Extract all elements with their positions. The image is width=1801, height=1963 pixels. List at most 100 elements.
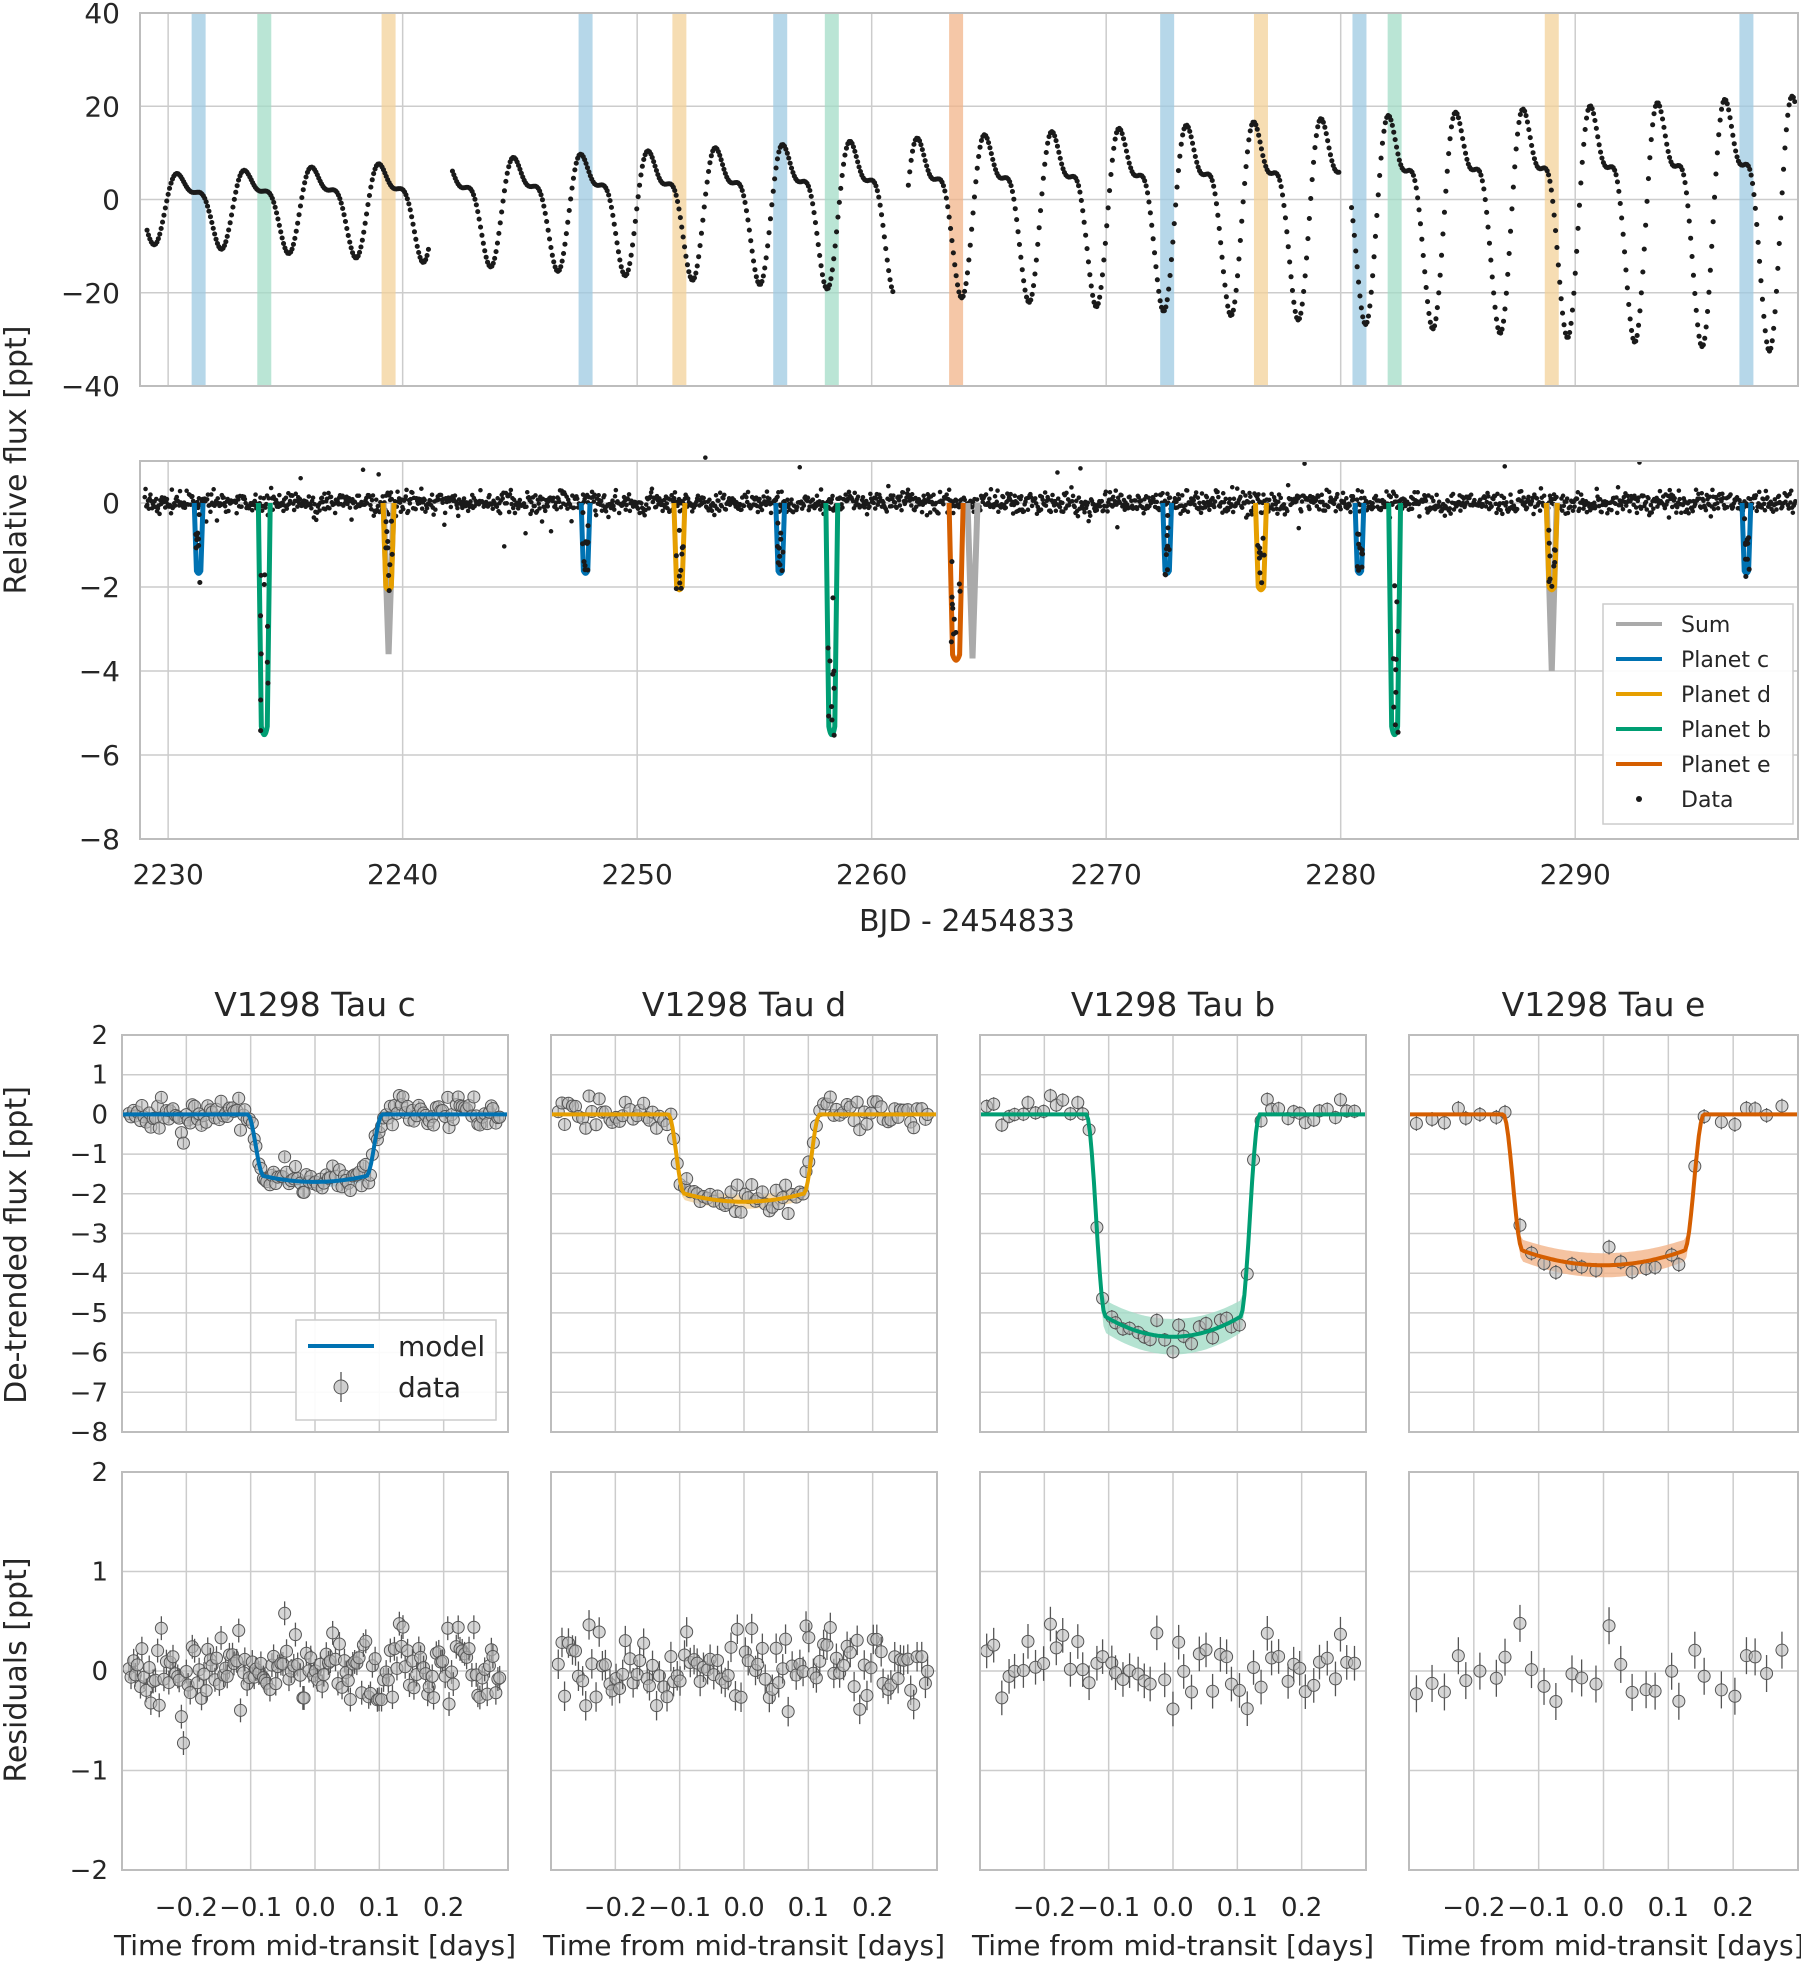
residual-frame	[1408, 1471, 1799, 1871]
residual-point	[341, 1674, 355, 1688]
residual-point	[368, 1652, 382, 1666]
data-point	[779, 1178, 793, 1192]
residual-point	[1575, 1671, 1589, 1685]
in-transit-data	[1390, 583, 1401, 735]
residual-ytick: 2	[91, 1458, 108, 1488]
residual-point	[680, 1625, 694, 1639]
residual-point	[352, 1651, 366, 1665]
residual-point	[802, 1631, 816, 1645]
data-point	[214, 1094, 228, 1108]
transit-model-line	[1409, 1112, 1798, 1268]
transit-band-c	[1160, 13, 1175, 386]
residual-point	[1728, 1689, 1742, 1703]
residual-point	[1220, 1650, 1234, 1664]
residual-point	[1158, 1673, 1172, 1687]
residual-point	[343, 1693, 357, 1707]
folded-panel-d: V1298 Tau d −0.2 −0.1 0.0 0.1 0.2 Time from mi…	[542, 985, 945, 1962]
residual-point	[269, 1677, 283, 1691]
detrended-xtick: 2260	[836, 858, 907, 891]
transit-band-c	[1739, 13, 1754, 386]
residual-point	[551, 1657, 565, 1671]
residual-point	[650, 1699, 664, 1713]
folded-xtick: −0.2	[1442, 1893, 1505, 1923]
residual-point	[734, 1690, 748, 1704]
transit-band-c	[578, 13, 593, 386]
data-point	[1172, 1318, 1186, 1332]
residual-ytick: −1	[70, 1757, 108, 1787]
folded-frame	[550, 1034, 938, 1433]
data-point	[734, 1205, 748, 1219]
residual-point	[486, 1649, 500, 1663]
residual-point	[1056, 1628, 1070, 1642]
folded-xtick: 0.0	[1152, 1893, 1193, 1923]
legend-sum-label: Sum	[1681, 613, 1730, 638]
in-transit-data	[580, 510, 591, 573]
planet-b-model-dip	[255, 502, 273, 738]
planet-e-model-dip	[946, 502, 966, 663]
residual-point	[1143, 1677, 1157, 1691]
residual-point	[1625, 1685, 1639, 1699]
planet-legend: Sum Planet c Planet d Planet b Planet e …	[1602, 603, 1794, 825]
residual-point	[616, 1667, 630, 1681]
folded-panel-title: V1298 Tau d	[642, 985, 846, 1024]
residual-point	[234, 1703, 248, 1717]
residual-point	[1150, 1626, 1164, 1640]
residual-point	[1648, 1684, 1662, 1698]
residual-point	[569, 1644, 583, 1658]
data-point	[1714, 1115, 1728, 1129]
residual-point	[613, 1682, 627, 1696]
residual-point	[724, 1640, 738, 1654]
residual-point	[995, 1691, 1009, 1705]
legend-planet-d-label: Planet d	[1681, 683, 1771, 708]
data-point	[1549, 1265, 1563, 1279]
raw-ytick: 0	[102, 184, 120, 217]
residual-point	[1473, 1664, 1487, 1678]
data-point	[288, 1160, 302, 1174]
data-point	[1775, 1099, 1789, 1113]
folded-frame	[979, 1034, 1367, 1433]
folded-xlabel: Time from mid-transit [days]	[113, 1929, 516, 1962]
legend-data-swatch	[1636, 796, 1642, 802]
folded-xtick: 0.1	[1217, 1893, 1258, 1923]
folded-panel-title: V1298 Tau c	[214, 985, 416, 1024]
folded-xtick: −0.1	[648, 1893, 711, 1923]
residual-point	[637, 1636, 651, 1650]
residual-point	[582, 1618, 596, 1632]
data-point	[1437, 1116, 1451, 1130]
residual-point	[1602, 1619, 1616, 1633]
residual-point	[907, 1698, 921, 1712]
residual-point	[446, 1677, 460, 1691]
folded-xtick: 0.0	[1583, 1893, 1624, 1923]
folded-xtick: −0.1	[1507, 1893, 1570, 1923]
residual-point	[297, 1691, 311, 1705]
residual-point	[1697, 1669, 1711, 1683]
residual-point	[589, 1690, 603, 1704]
planet-d-model-dip	[1543, 502, 1560, 593]
residual-point	[853, 1702, 867, 1716]
residual-point	[445, 1665, 459, 1679]
data-point	[1333, 1093, 1347, 1107]
residual-point	[1063, 1662, 1077, 1676]
residual-point	[730, 1622, 744, 1636]
folded-xtick: 0.1	[1648, 1893, 1689, 1923]
residual-point	[673, 1674, 687, 1688]
folded-xtick: −0.1	[219, 1893, 282, 1923]
residual-point	[1272, 1649, 1286, 1663]
residual-point	[1177, 1664, 1191, 1678]
data-point	[637, 1096, 651, 1110]
residual-point	[427, 1691, 441, 1705]
residual-point	[1333, 1627, 1347, 1641]
residual-point	[1307, 1678, 1321, 1692]
residual-point	[1425, 1676, 1439, 1690]
residual-point	[813, 1654, 827, 1668]
residual-point	[151, 1644, 165, 1658]
residual-point	[1247, 1660, 1261, 1674]
residual-point	[1185, 1685, 1199, 1699]
raw-ytick: 20	[84, 90, 120, 123]
residual-point	[188, 1644, 202, 1658]
residual-point	[179, 1665, 193, 1679]
residual-point	[850, 1633, 864, 1647]
residual-point	[823, 1620, 837, 1634]
residual-point	[874, 1645, 888, 1659]
residual-point	[280, 1644, 294, 1658]
